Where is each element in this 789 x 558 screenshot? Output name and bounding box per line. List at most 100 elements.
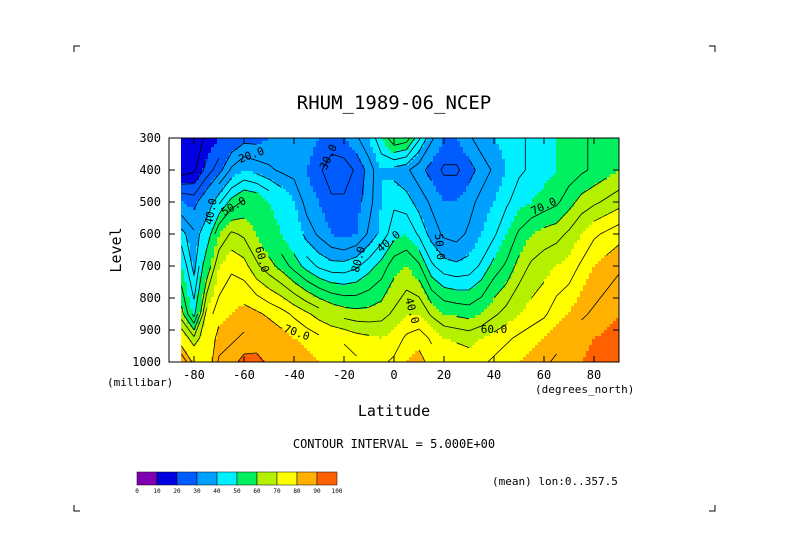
heatmap-cell xyxy=(391,150,395,154)
heatmap-cell xyxy=(256,147,260,151)
heatmap-cell xyxy=(532,210,536,214)
heatmap-cell xyxy=(595,192,599,196)
heatmap-cell xyxy=(568,153,572,157)
heatmap-cell xyxy=(385,165,389,169)
heatmap-cell xyxy=(418,180,422,184)
heatmap-cell xyxy=(172,150,176,154)
heatmap-cell xyxy=(547,162,551,166)
heatmap-cell xyxy=(460,201,464,205)
heatmap-cell xyxy=(559,183,563,187)
heatmap-cell xyxy=(391,165,395,169)
heatmap-cell xyxy=(592,192,596,196)
heatmap-cell xyxy=(409,180,413,184)
heatmap-cell xyxy=(274,222,278,226)
heatmap-cell xyxy=(301,234,305,238)
heatmap-cell xyxy=(262,210,266,214)
heatmap-cell xyxy=(325,234,329,238)
heatmap-cell xyxy=(439,171,443,175)
heatmap-cell xyxy=(433,219,437,223)
heatmap-cell xyxy=(355,189,359,193)
heatmap-cell xyxy=(430,201,434,205)
heatmap-cell xyxy=(385,216,389,220)
heatmap-cell xyxy=(382,225,386,229)
heatmap-cell xyxy=(196,180,200,184)
heatmap-cell xyxy=(505,204,509,208)
heatmap-cell xyxy=(559,216,563,220)
heatmap-cell xyxy=(535,186,539,190)
heatmap-cell xyxy=(331,189,335,193)
heatmap-cell xyxy=(613,186,617,190)
heatmap-cell xyxy=(274,159,278,163)
heatmap-cell xyxy=(427,147,431,151)
heatmap-cell xyxy=(331,168,335,172)
heatmap-cell xyxy=(232,147,236,151)
heatmap-cell xyxy=(283,150,287,154)
heatmap-cell xyxy=(475,180,479,184)
heatmap-cell xyxy=(316,231,320,235)
heatmap-cell xyxy=(523,216,527,220)
heatmap-cell xyxy=(205,147,209,151)
heatmap-cell xyxy=(172,141,176,145)
heatmap-cell xyxy=(520,225,524,229)
heatmap-cell xyxy=(178,231,182,235)
heatmap-cell xyxy=(286,225,290,229)
heatmap-cell xyxy=(259,201,263,205)
heatmap-cell xyxy=(268,165,272,169)
heatmap-cell xyxy=(484,195,488,199)
heatmap-cell xyxy=(253,183,257,187)
heatmap-cell xyxy=(544,231,548,235)
heatmap-cell xyxy=(235,156,239,160)
heatmap-cell xyxy=(532,144,536,148)
heatmap-cell xyxy=(454,216,458,220)
heatmap-cell xyxy=(244,222,248,226)
heatmap-cell xyxy=(427,210,431,214)
heatmap-cell xyxy=(226,231,230,235)
heatmap-cell xyxy=(397,177,401,181)
heatmap-cell xyxy=(541,138,545,142)
heatmap-cell xyxy=(235,231,239,235)
heatmap-cell xyxy=(280,234,284,238)
heatmap-cell xyxy=(379,225,383,229)
heatmap-cell xyxy=(526,168,530,172)
heatmap-cell xyxy=(241,171,245,175)
heatmap-cell xyxy=(271,207,275,211)
heatmap-cell xyxy=(373,204,377,208)
heatmap-cell xyxy=(583,183,587,187)
heatmap-cell xyxy=(595,228,599,232)
heatmap-cell xyxy=(535,156,539,160)
heatmap-cell xyxy=(214,171,218,175)
heatmap-cell xyxy=(394,189,398,193)
heatmap-cell xyxy=(313,168,317,172)
heatmap-cell xyxy=(250,174,254,178)
heatmap-cell xyxy=(322,174,326,178)
heatmap-cell xyxy=(520,183,524,187)
heatmap-cell xyxy=(493,213,497,217)
heatmap-cell xyxy=(448,165,452,169)
heatmap-cell xyxy=(211,150,215,154)
heatmap-cell xyxy=(613,234,617,238)
heatmap-cell xyxy=(223,213,227,217)
heatmap-cell xyxy=(382,189,386,193)
heatmap-cell xyxy=(559,234,563,238)
heatmap-cell xyxy=(403,189,407,193)
heatmap-cell xyxy=(169,237,173,241)
heatmap-cell xyxy=(352,198,356,202)
heatmap-cell xyxy=(268,180,272,184)
heatmap-cell xyxy=(295,231,299,235)
heatmap-cell xyxy=(550,222,554,226)
heatmap-cell xyxy=(553,180,557,184)
heatmap-cell xyxy=(208,210,212,214)
heatmap-cell xyxy=(316,183,320,187)
heatmap-cell xyxy=(361,141,365,145)
heatmap-cell xyxy=(610,186,614,190)
heatmap-cell xyxy=(250,210,254,214)
heatmap-cell xyxy=(280,207,284,211)
heatmap-cell xyxy=(169,207,173,211)
heatmap-cell xyxy=(583,219,587,223)
heatmap-cell xyxy=(568,138,572,142)
heatmap-cell xyxy=(232,201,236,205)
heatmap-cell xyxy=(493,141,497,145)
heatmap-cell xyxy=(208,171,212,175)
heatmap-cell xyxy=(532,171,536,175)
heatmap-cell xyxy=(595,189,599,193)
